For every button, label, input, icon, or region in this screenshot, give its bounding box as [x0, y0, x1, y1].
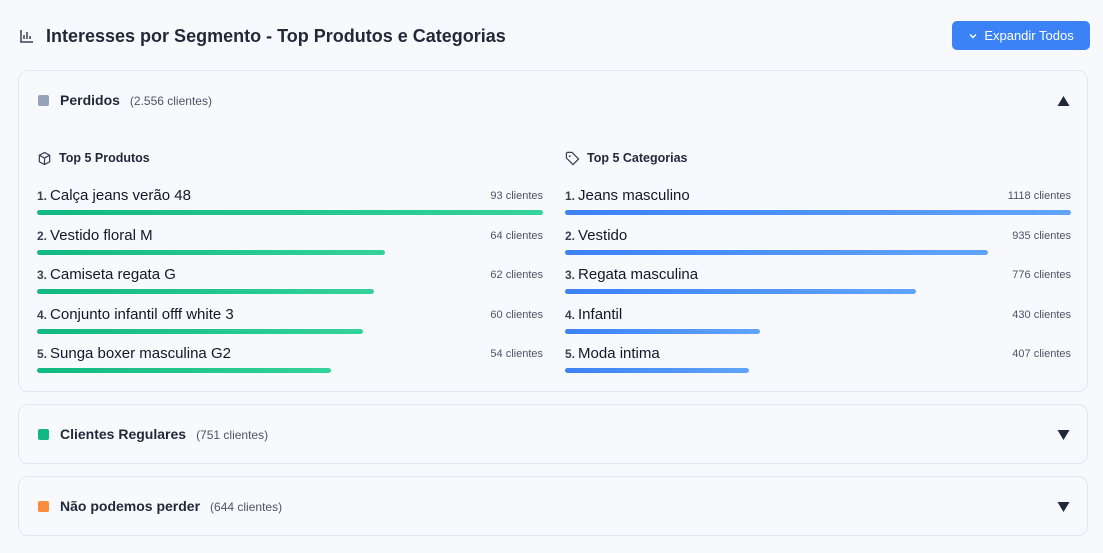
- button-label: Expandir Todos: [984, 28, 1074, 43]
- item-rank: 1.: [565, 189, 576, 203]
- toggle-arrow: [1057, 428, 1070, 446]
- segment-card: Não podemos perder (644 clientes): [18, 476, 1088, 536]
- toggle-arrow: [1057, 500, 1070, 518]
- item-label: 4. Conjunto infantil offf white 3: [37, 306, 234, 323]
- item-bar: [37, 368, 331, 373]
- item-rank: 4.: [565, 307, 576, 322]
- item-rank: 1.: [37, 189, 48, 203]
- segment-count: (644 clientes): [210, 500, 283, 514]
- item-name: Moda intima: [578, 345, 660, 362]
- expand-all-button[interactable]: Expandir Todos: [952, 21, 1090, 50]
- item-name: Vestido floral M: [50, 226, 153, 244]
- item-count: 430 clientes: [1012, 308, 1071, 321]
- item-label: 1. Jeans masculino: [565, 187, 690, 204]
- segment-header[interactable]: Não podemos perder (644 clientes): [19, 477, 1087, 537]
- item-label: 2. Vestido: [565, 227, 627, 244]
- item-count: 54 clientes: [490, 348, 543, 360]
- segment-color: [38, 501, 49, 512]
- item-count: 407 clientes: [1012, 348, 1071, 360]
- segment-card: Perdidos (2.556 clientes) Top 5 Produtos 1.…: [18, 70, 1088, 392]
- segment-header-text: Perdidos (2.556 clientes): [60, 92, 212, 108]
- item-name: Sunga boxer masculina G2: [50, 345, 231, 362]
- item-bar: [37, 249, 386, 255]
- item-bar: [565, 289, 917, 294]
- chevron-icon: [969, 33, 977, 38]
- item-count: 64 clientes: [490, 229, 543, 242]
- item-name: Regata masculina: [578, 266, 699, 283]
- segment-count: (751 clientes): [196, 428, 269, 442]
- segment-header[interactable]: Clientes Regulares (751 clientes): [19, 405, 1087, 465]
- item-count: 776 clientes: [1012, 269, 1071, 281]
- item-label: 3. Camiseta regata G: [37, 266, 176, 283]
- item-count: 62 clientes: [490, 269, 543, 281]
- segment-color: [38, 95, 49, 106]
- item-rank: 5.: [565, 347, 576, 361]
- item-bar: [565, 328, 760, 334]
- item-name: Calça jeans verão 48: [50, 187, 191, 204]
- products-icon: [37, 151, 52, 171]
- ranking-row: 2. Vestido 935 clientes: [565, 227, 1071, 259]
- ranking-row: 1. Jeans masculino 1118 clientes: [565, 187, 1071, 219]
- item-rank: 5.: [37, 347, 48, 361]
- page-title: Interesses por Segmento - Top Produtos e…: [46, 26, 506, 46]
- item-name: Conjunto infantil offf white 3: [50, 305, 234, 323]
- item-rank: 4.: [37, 307, 48, 322]
- ranking-row: 3. Regata masculina 776 clientes: [565, 266, 1071, 298]
- products-column: Top 5 Produtos 1. Calça jeans verão 48 93 c…: [37, 149, 543, 379]
- ranking-row: 4. Conjunto infantil offf white 3 60 clien…: [37, 306, 543, 338]
- item-count: 60 clientes: [490, 308, 543, 321]
- categories-icon: [565, 151, 580, 171]
- segment-name: Não podemos perder: [60, 498, 201, 514]
- ranking-row: 1. Calça jeans verão 48 93 clientes: [37, 187, 543, 219]
- item-name: Camiseta regata G: [50, 266, 176, 283]
- segment-header[interactable]: Perdidos (2.556 clientes): [19, 71, 1087, 131]
- item-bar: [37, 210, 543, 215]
- segment-color: [38, 429, 49, 440]
- toggle-arrow: [1057, 94, 1070, 112]
- segment-header-text: Clientes Regulares (751 clientes): [60, 426, 268, 442]
- item-label: 1. Calça jeans verão 48: [37, 187, 191, 204]
- item-name: Vestido: [578, 226, 628, 244]
- item-label: 2. Vestido floral M: [37, 227, 153, 244]
- segment-name: Perdidos: [60, 92, 120, 108]
- categories-column: Top 5 Categorias 1. Jeans masculino 1118 cl…: [565, 149, 1071, 379]
- item-count: 935 clientes: [1012, 229, 1071, 242]
- ranking-row: 3. Camiseta regata G 62 clientes: [37, 266, 543, 298]
- item-rank: 2.: [37, 228, 48, 243]
- ranking-row: 5. Moda intima 407 clientes: [565, 345, 1071, 377]
- ranking-row: 5. Sunga boxer masculina G2 54 clientes: [37, 345, 543, 377]
- item-label: 5. Sunga boxer masculina G2: [37, 345, 231, 362]
- chart-icon: [20, 30, 33, 43]
- item-count: 93 clientes: [490, 190, 543, 202]
- item-bar: [565, 368, 750, 373]
- segment-count: (2.556 clientes): [129, 94, 212, 108]
- item-name: Infantil: [578, 305, 623, 323]
- column-title: Top 5 Produtos: [59, 151, 150, 165]
- ranking-row: 4. Infantil 430 clientes: [565, 306, 1071, 338]
- segment-name: Clientes Regulares: [60, 426, 187, 442]
- item-bar: [37, 328, 364, 334]
- item-bar: [565, 249, 989, 255]
- item-label: 3. Regata masculina: [565, 266, 698, 283]
- item-count: 1118 clientes: [1007, 190, 1071, 202]
- item-rank: 3.: [37, 268, 48, 282]
- column-title: Top 5 Categorias: [587, 151, 688, 165]
- ranking-row: 2. Vestido floral M 64 clientes: [37, 227, 543, 259]
- item-bar: [37, 289, 375, 294]
- item-rank: 2.: [565, 228, 576, 243]
- segment-header-text: Não podemos perder (644 clientes): [60, 498, 282, 514]
- segment-card: Clientes Regulares (751 clientes): [18, 404, 1088, 464]
- item-label: 4. Infantil: [565, 306, 622, 323]
- item-bar: [565, 210, 1071, 215]
- item-rank: 3.: [565, 268, 576, 282]
- item-label: 5. Moda intima: [565, 345, 660, 362]
- item-name: Jeans masculino: [578, 187, 690, 204]
